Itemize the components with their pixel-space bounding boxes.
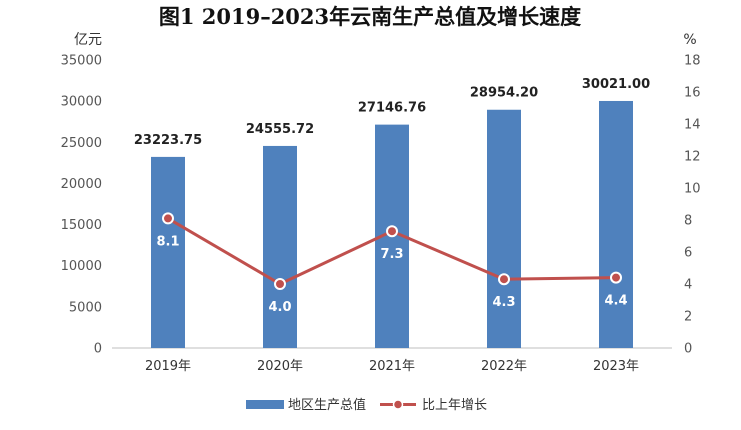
chart-title: 图1 2019–2023年云南生产总值及增长速度 bbox=[159, 4, 581, 29]
x-tick-label: 2021年 bbox=[369, 359, 415, 374]
line-series: 8.1 4.0 7.3 4.3 4.4 bbox=[156, 212, 628, 315]
y-right-tick-label: 10 bbox=[684, 182, 701, 197]
growth-data-label: 8.1 bbox=[156, 234, 179, 249]
y-right-tick-label: 4 bbox=[684, 278, 692, 293]
y-left-unit: 亿元 bbox=[74, 32, 102, 48]
x-tick-label: 2020年 bbox=[257, 359, 303, 374]
legend-label-bar: 地区生产总值 bbox=[288, 397, 366, 413]
y-left-tick-label: 10000 bbox=[61, 259, 102, 274]
bar-data-label: 30021.00 bbox=[582, 77, 650, 92]
growth-marker bbox=[498, 273, 510, 286]
y-left-axis: 0 5000 10000 15000 20000 25000 30000 35000 bbox=[61, 54, 102, 357]
legend: 地区生产总值 比上年增长 bbox=[246, 397, 487, 413]
growth-marker bbox=[162, 212, 174, 225]
y-left-tick-label: 15000 bbox=[61, 218, 102, 233]
bar bbox=[487, 109, 521, 349]
growth-marker bbox=[274, 278, 286, 290]
legend-swatch-bar bbox=[246, 400, 284, 409]
growth-data-label: 4.4 bbox=[604, 294, 627, 309]
y-left-tick-label: 35000 bbox=[61, 54, 102, 69]
bar-data-label: 23223.75 bbox=[134, 133, 202, 148]
growth-data-label: 4.0 bbox=[268, 300, 291, 315]
x-tick-label: 2019年 bbox=[145, 359, 191, 374]
y-left-tick-label: 5000 bbox=[69, 300, 102, 315]
bar bbox=[263, 145, 297, 348]
growth-data-label: 7.3 bbox=[380, 247, 403, 262]
growth-marker bbox=[610, 271, 622, 284]
bar-data-label: 27146.76 bbox=[358, 101, 426, 116]
bar bbox=[151, 156, 185, 348]
x-tick-label: 2022年 bbox=[481, 359, 527, 374]
legend-swatch-marker bbox=[392, 399, 404, 410]
y-left-tick-label: 25000 bbox=[61, 136, 102, 151]
y-right-axis: 0 2 4 6 8 10 12 14 16 18 bbox=[684, 54, 701, 357]
y-left-tick-label: 0 bbox=[94, 342, 102, 357]
bar bbox=[599, 100, 633, 348]
y-left-tick-label: 30000 bbox=[61, 95, 102, 110]
y-right-unit: % bbox=[683, 32, 696, 48]
bar-data-label: 28954.20 bbox=[470, 86, 538, 101]
y-left-tick-label: 20000 bbox=[61, 177, 102, 192]
y-right-tick-label: 6 bbox=[684, 246, 692, 261]
x-axis: 2019年 2020年 2021年 2022年 2023年 bbox=[145, 359, 639, 374]
growth-data-label: 4.3 bbox=[492, 295, 515, 310]
bar-labels: 23223.75 24555.72 27146.76 28954.20 30021.00 bbox=[134, 77, 650, 148]
y-right-tick-label: 0 bbox=[684, 342, 692, 357]
legend-label-line: 比上年增长 bbox=[422, 398, 487, 413]
bar-data-label: 24555.72 bbox=[246, 122, 314, 137]
y-right-tick-label: 16 bbox=[684, 86, 701, 101]
y-right-tick-label: 2 bbox=[684, 310, 692, 325]
bar-series bbox=[151, 100, 633, 349]
y-right-tick-label: 14 bbox=[684, 118, 701, 133]
x-tick-label: 2023年 bbox=[593, 359, 639, 374]
growth-marker bbox=[386, 225, 398, 238]
y-right-tick-label: 12 bbox=[684, 150, 701, 165]
y-right-tick-label: 18 bbox=[684, 54, 701, 69]
y-right-tick-label: 8 bbox=[684, 214, 692, 229]
